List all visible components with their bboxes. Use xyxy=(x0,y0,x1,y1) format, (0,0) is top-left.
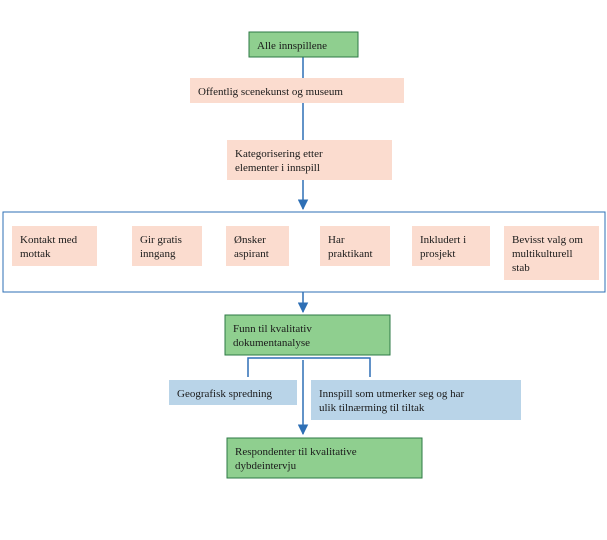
node-label: Bevisst valg om xyxy=(512,234,583,246)
node-n3: Kategorisering etter elementer i innspill xyxy=(227,140,392,180)
node-c6: Bevisst valg om multikulturell stab xyxy=(504,226,599,280)
node-c1: Kontakt med mottak xyxy=(12,226,97,266)
node-label: Alle innspillene xyxy=(257,40,327,52)
node-n4: Funn til kvalitativ dokumentanalyse xyxy=(225,315,390,355)
node-label: Innspill som utmerker seg og har xyxy=(319,388,464,400)
node-n2: Offentlig scenekunst og museum xyxy=(190,78,404,103)
node-label: Kategorisering etter xyxy=(235,148,323,160)
node-label: Funn til kvalitativ xyxy=(233,323,312,335)
node-label: ulik tilnærming til tiltak xyxy=(319,402,425,414)
node-label: Respondenter til kvalitative xyxy=(235,446,357,458)
node-b1: Geografisk spredning xyxy=(169,380,297,405)
node-label: prosjekt xyxy=(420,248,455,260)
node-c5: Inkludert i prosjekt xyxy=(412,226,490,266)
node-label: aspirant xyxy=(234,248,269,260)
node-label: Ønsker xyxy=(234,234,266,246)
node-label: dybdeintervju xyxy=(235,460,297,472)
node-label: Offentlig scenekunst og museum xyxy=(198,86,343,98)
node-c4: Har praktikant xyxy=(320,226,390,266)
node-label: Inkludert i xyxy=(420,234,466,246)
node-label: Gir gratis xyxy=(140,234,182,246)
node-label: mottak xyxy=(20,248,51,260)
node-n5: Respondenter til kvalitative dybdeintervj… xyxy=(227,438,422,478)
node-label: elementer i innspill xyxy=(235,162,320,174)
node-label: Kontakt med xyxy=(20,234,78,246)
node-label: inngang xyxy=(140,248,176,260)
node-n1: Alle innspillene xyxy=(249,32,358,57)
node-b2: Innspill som utmerker seg og har ulik til… xyxy=(311,380,521,420)
node-label: dokumentanalyse xyxy=(233,337,310,349)
connector-bracket xyxy=(248,358,370,377)
node-label: Geografisk spredning xyxy=(177,388,273,400)
node-label: multikulturell xyxy=(512,248,573,260)
node-c2: Gir gratis inngang xyxy=(132,226,202,266)
node-c3: Ønsker aspirant xyxy=(226,226,289,266)
node-label: stab xyxy=(512,262,530,274)
node-label: Har xyxy=(328,234,345,246)
node-label: praktikant xyxy=(328,248,373,260)
